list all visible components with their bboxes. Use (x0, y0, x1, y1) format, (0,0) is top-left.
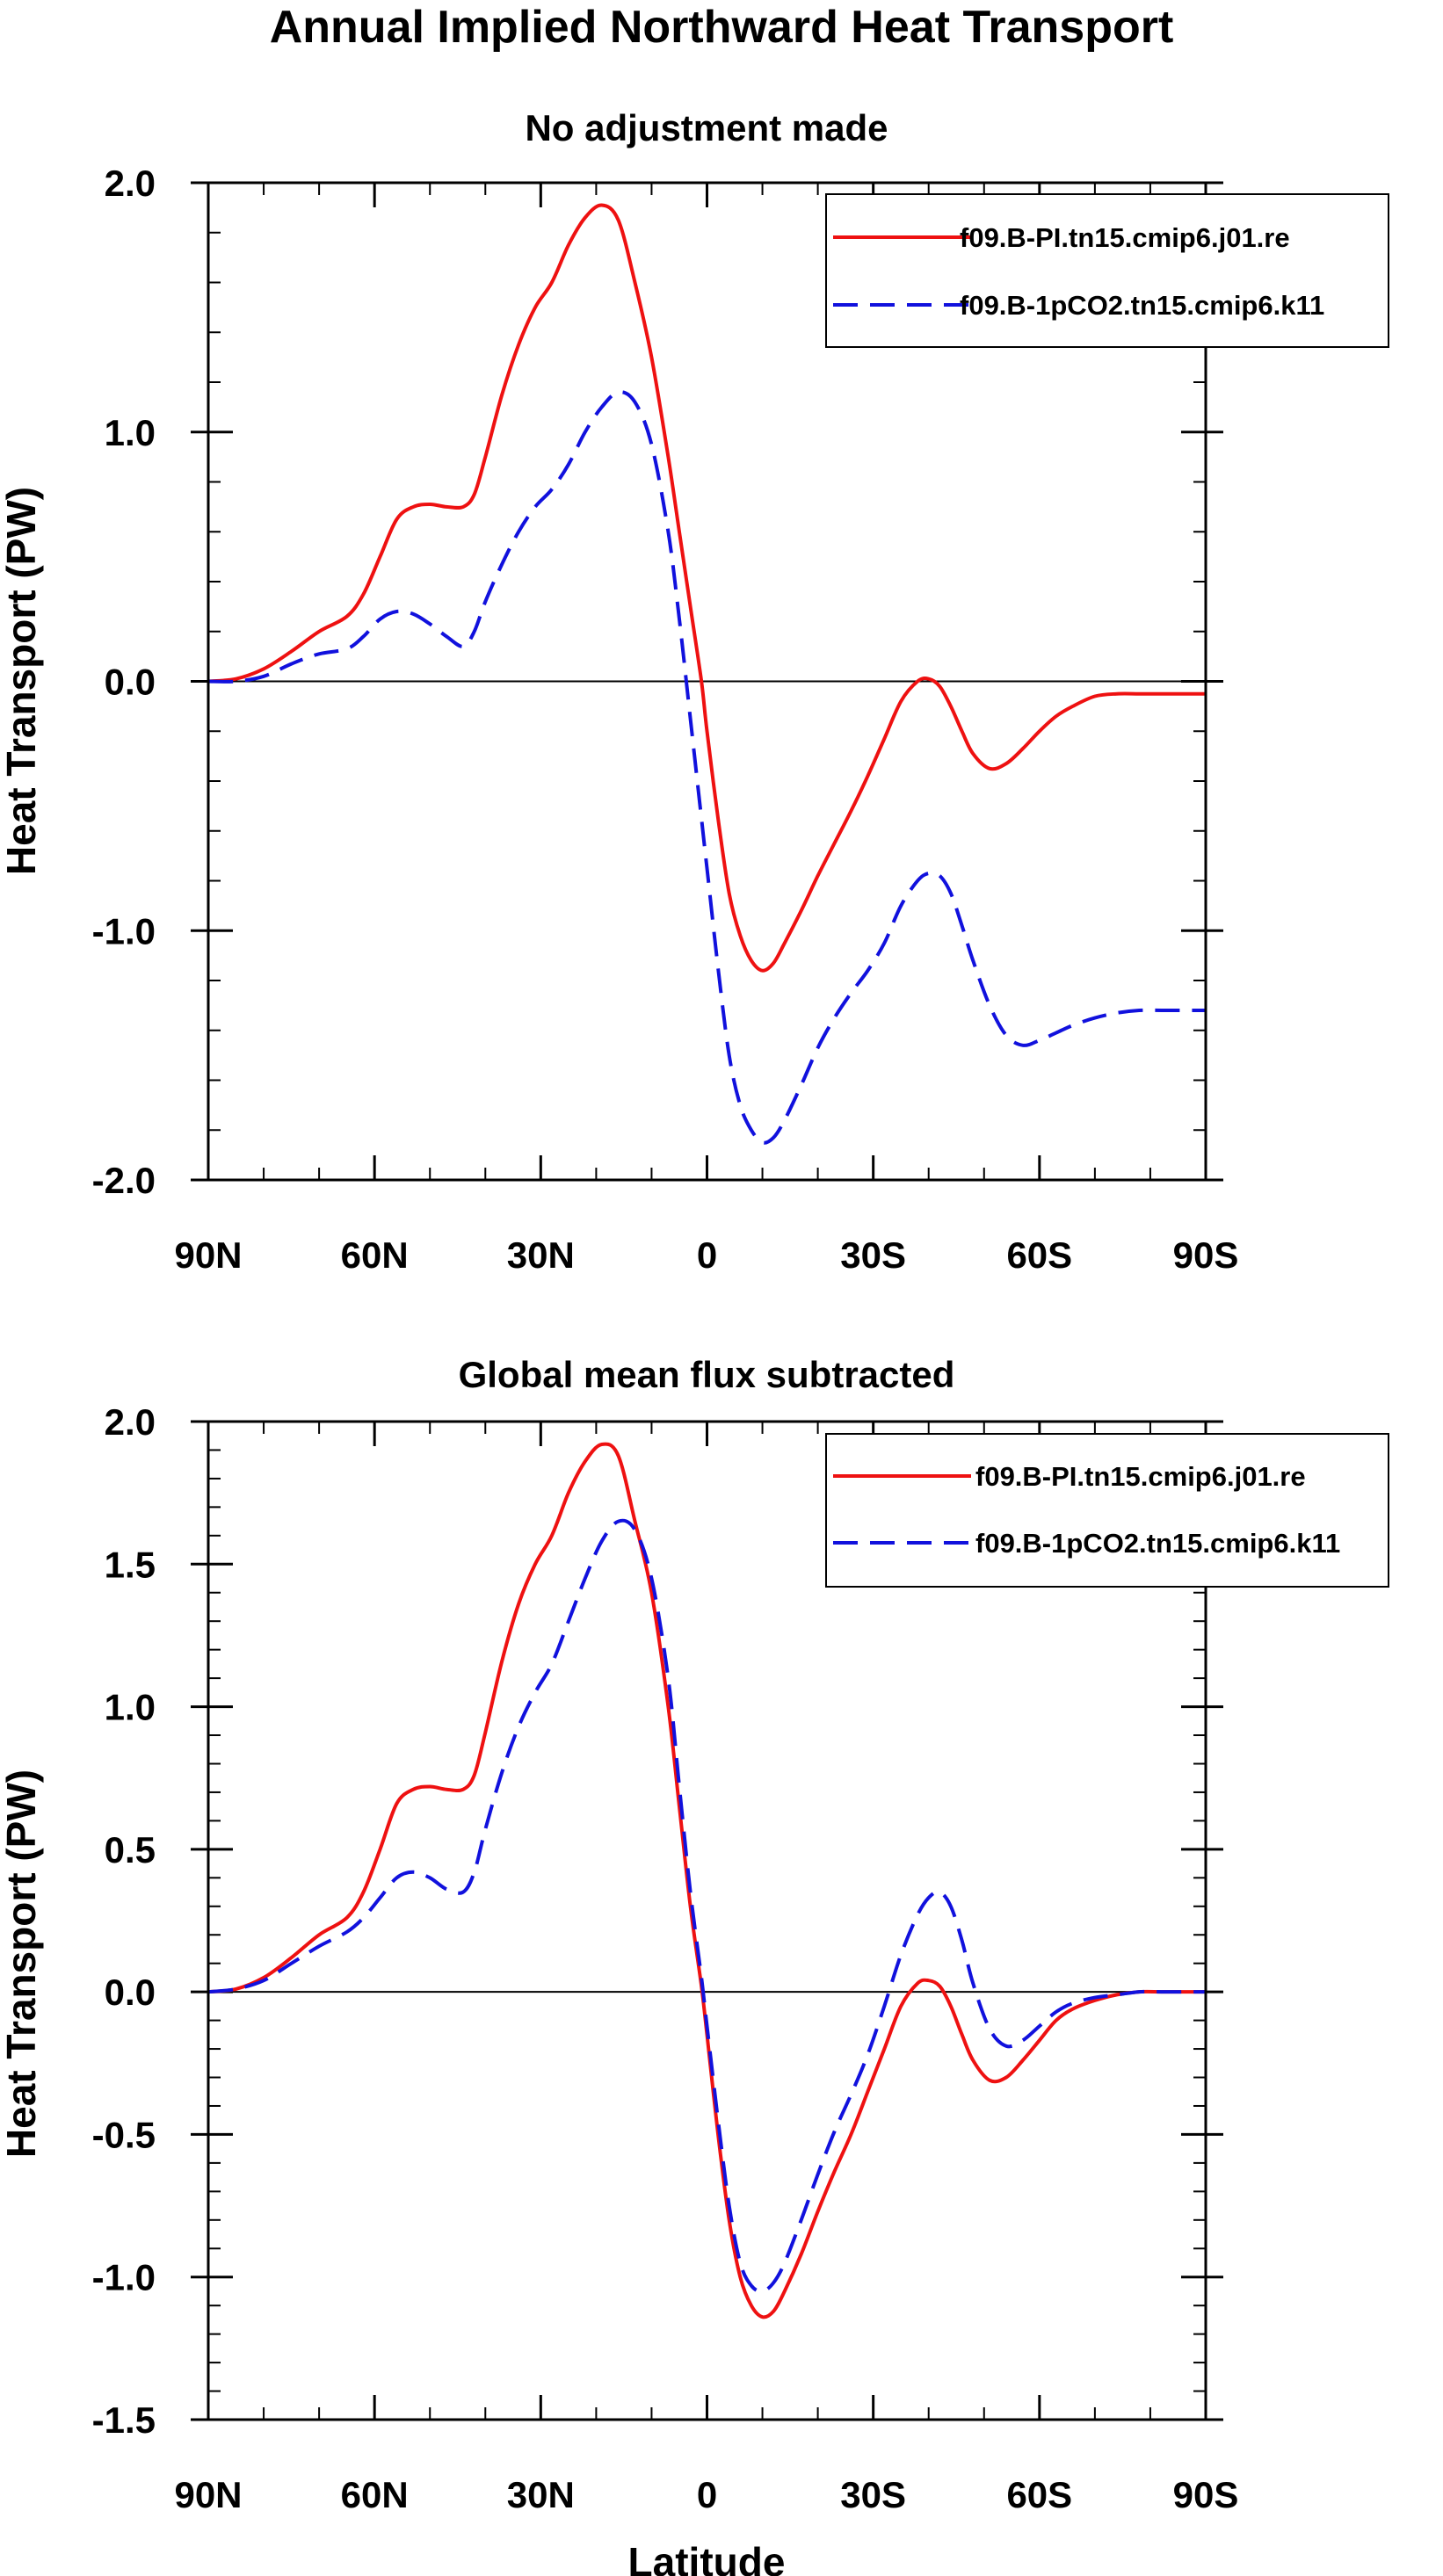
y-tick-label: 0.0 (105, 662, 156, 703)
x-tick-label: 60S (1006, 1234, 1072, 1276)
legend: f09.B-PI.tn15.cmip6.j01.re f09.B-1pCO2.t… (825, 1433, 1389, 1588)
y-tick-label: 1.5 (105, 1544, 156, 1585)
y-tick-label: 2.0 (105, 1401, 156, 1443)
series-line-2 (207, 1518, 1206, 2294)
x-tick-label: 30S (840, 2474, 906, 2515)
x-tick-label: 90N (174, 1234, 242, 1276)
figure-title: Annual Implied Northward Heat Transport (270, 2, 1174, 53)
plot-area: 90N 60N 30N 0 30S 60S 90S -1.5 -1.0 -0.5 0.0 0.5 1.0… (92, 1401, 1239, 2515)
panel-title: Global mean flux subtracted (459, 1354, 955, 1395)
y-tick-label: -1.5 (92, 2399, 156, 2441)
y-tick-label: 0.0 (105, 1972, 156, 2013)
panel-global-mean-subtracted: Global mean flux subtracted Heat Transpo… (0, 1354, 1389, 2576)
y-tick-label: 1.0 (105, 1687, 156, 1728)
legend-label-series2: f09.B-1pCO2.tn15.cmip6.k11 (975, 1528, 1340, 1559)
x-tick-label: 30N (507, 1234, 575, 1276)
y-tick-label: 2.0 (105, 163, 156, 204)
plot-frame (207, 1420, 1207, 2421)
y-tick-label: -0.5 (92, 2114, 156, 2155)
panel-title: No adjustment made (525, 107, 888, 148)
series-line-2 (207, 390, 1206, 1145)
legend-label-series1: f09.B-PI.tn15.cmip6.j01.re (960, 222, 1290, 253)
y-tick-label: -2.0 (92, 1160, 156, 1201)
x-tick-label: 90S (1173, 2474, 1239, 2515)
legend-label-series2: f09.B-1pCO2.tn15.cmip6.k11 (960, 290, 1324, 321)
x-tick-label: 90S (1173, 1234, 1239, 1276)
x-tick-label: 0 (697, 2474, 717, 2515)
x-tick-label: 60N (341, 2474, 409, 2515)
legend-label-series1: f09.B-PI.tn15.cmip6.j01.re (975, 1461, 1306, 1492)
x-tick-label: 60S (1006, 2474, 1072, 2515)
legend-box (825, 193, 1389, 348)
x-tick-label: 30N (507, 2474, 575, 2515)
x-tick-label: 30S (840, 1234, 906, 1276)
x-tick-label: 60N (341, 1234, 409, 1276)
y-axis-title: Heat Transport (PW) (0, 1769, 44, 2158)
series-line-1 (207, 203, 1206, 973)
plot-area: 90N 60N 30N 0 30S 60S 90S -2.0 -1.0 0.0 1.0 2.0 (92, 163, 1239, 1276)
y-axis-title: Heat Transport (PW) (0, 487, 44, 875)
y-tick-label: 1.0 (105, 412, 156, 453)
y-tick-label: 0.5 (105, 1829, 156, 1870)
panel-no-adjustment: No adjustment made Heat Transport (PW) 9… (0, 107, 1389, 1276)
plot-frame (207, 181, 1207, 1182)
x-axis-title: Latitude (628, 2539, 786, 2576)
x-tick-label: 0 (697, 1234, 717, 1276)
legend: f09.B-PI.tn15.cmip6.j01.re f09.B-1pCO2.t… (825, 193, 1389, 348)
legend-box (825, 1433, 1389, 1588)
y-tick-label: -1.0 (92, 910, 156, 952)
x-tick-label: 90N (174, 2474, 242, 2515)
y-tick-label: -1.0 (92, 2257, 156, 2298)
